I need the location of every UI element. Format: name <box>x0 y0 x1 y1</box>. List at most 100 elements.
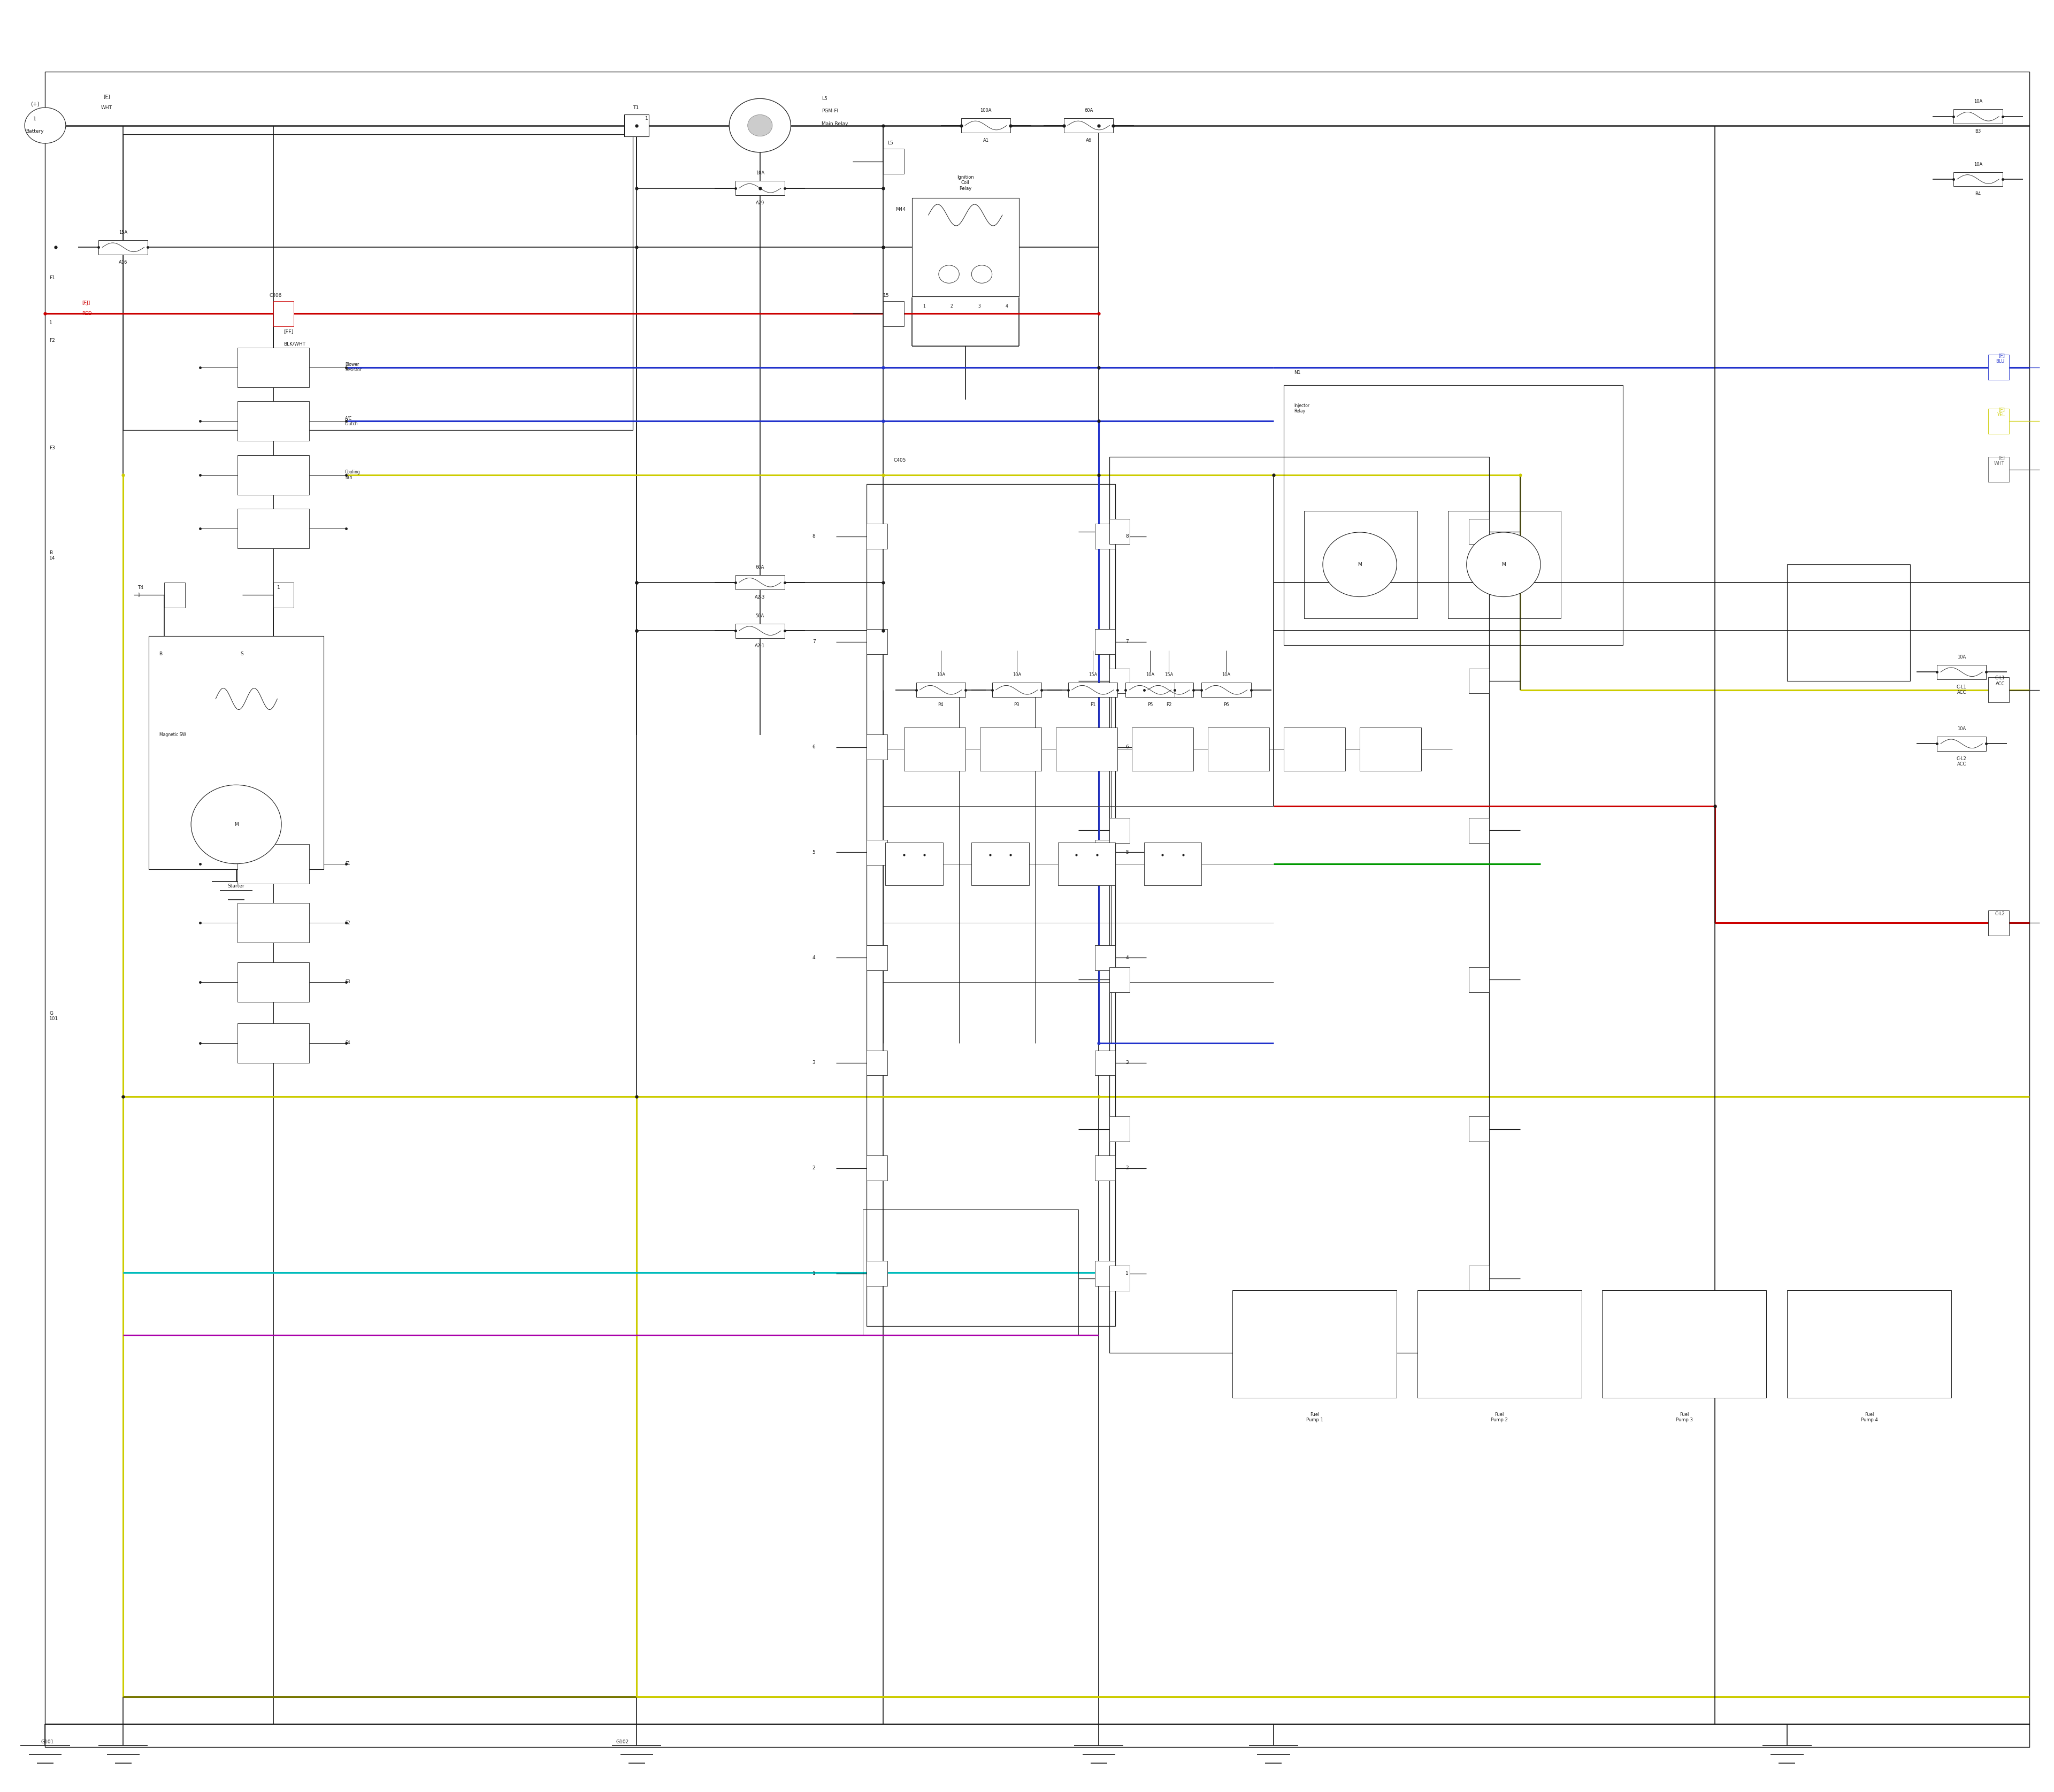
Bar <box>1095 1262 1115 1287</box>
Bar <box>624 115 649 136</box>
Bar <box>980 728 1041 771</box>
Text: 10A: 10A <box>1974 99 1982 104</box>
Text: 2: 2 <box>1126 1167 1128 1170</box>
Bar <box>1304 511 1417 618</box>
Bar <box>1988 677 2009 702</box>
Text: [E]: [E] <box>103 95 111 99</box>
Bar <box>1284 728 1345 771</box>
Bar <box>912 197 1019 296</box>
Text: B: B <box>160 652 162 656</box>
Bar <box>1988 355 2009 380</box>
Bar <box>1109 968 1130 993</box>
Text: S2: S2 <box>345 921 349 925</box>
Circle shape <box>729 99 791 152</box>
Text: 3: 3 <box>978 303 980 308</box>
Text: [E]
WHT: [E] WHT <box>1994 455 2005 466</box>
Bar <box>1095 944 1115 969</box>
Bar <box>735 181 785 195</box>
Text: 3: 3 <box>813 1061 815 1064</box>
Text: 1: 1 <box>277 586 279 590</box>
Text: B4: B4 <box>1976 192 1980 197</box>
Text: S3: S3 <box>345 980 351 984</box>
Text: 10A: 10A <box>1013 672 1021 677</box>
Text: P1: P1 <box>1091 702 1095 708</box>
Text: C405: C405 <box>893 459 906 462</box>
Bar <box>1144 683 1193 697</box>
Text: M: M <box>1501 563 1506 566</box>
Bar <box>238 1023 310 1063</box>
Bar <box>1144 842 1202 885</box>
Bar <box>735 575 785 590</box>
Bar <box>1056 728 1117 771</box>
Text: P4: P4 <box>939 702 943 708</box>
Bar <box>1360 728 1421 771</box>
Text: 8: 8 <box>1126 534 1128 539</box>
Bar <box>1095 1050 1115 1075</box>
Bar <box>1109 520 1130 545</box>
Text: C-L2
ACC: C-L2 ACC <box>1957 756 1966 767</box>
Text: S: S <box>240 652 242 656</box>
Bar <box>1109 457 1489 1353</box>
Bar <box>1068 683 1117 697</box>
Circle shape <box>972 265 992 283</box>
Text: M44: M44 <box>896 208 906 211</box>
Bar <box>867 523 887 548</box>
Text: BLK/WHT: BLK/WHT <box>283 342 306 346</box>
Bar <box>1937 665 1986 679</box>
Text: A6: A6 <box>1087 138 1091 143</box>
Bar <box>164 582 185 607</box>
Text: 10A: 10A <box>1957 654 1966 659</box>
Bar <box>1232 1290 1397 1398</box>
Bar <box>1284 385 1623 645</box>
Text: 1: 1 <box>49 321 51 324</box>
Text: C406: C406 <box>269 294 281 297</box>
Text: 1: 1 <box>813 1271 815 1276</box>
Text: 10A: 10A <box>1146 672 1154 677</box>
Bar <box>1787 564 1910 681</box>
Text: L5: L5 <box>822 97 828 100</box>
Text: C-L1
ACC: C-L1 ACC <box>1994 676 2005 686</box>
Bar <box>1208 728 1269 771</box>
Text: Ignition
Coil
Relay: Ignition Coil Relay <box>957 176 974 192</box>
Text: N1: N1 <box>1294 371 1300 375</box>
Text: P3: P3 <box>1015 702 1019 708</box>
Text: M: M <box>234 823 238 826</box>
Bar <box>1132 728 1193 771</box>
Bar <box>916 683 965 697</box>
Circle shape <box>25 108 66 143</box>
Bar <box>1109 668 1130 694</box>
Bar <box>1095 840 1115 866</box>
Text: 5: 5 <box>1126 849 1128 855</box>
Bar <box>1095 629 1115 654</box>
Bar <box>1095 523 1115 548</box>
Text: Blower
Resistor: Blower Resistor <box>345 362 362 373</box>
Text: A1: A1 <box>984 138 988 143</box>
Text: Fuel
Pump 2: Fuel Pump 2 <box>1491 1412 1508 1423</box>
Bar <box>238 509 310 548</box>
Bar <box>238 844 310 883</box>
Bar <box>1109 1116 1130 1142</box>
Bar <box>1417 1290 1582 1398</box>
Bar <box>1988 409 2009 434</box>
Circle shape <box>748 115 772 136</box>
Bar <box>735 624 785 638</box>
Bar <box>273 301 294 326</box>
Text: A/C
Clutch: A/C Clutch <box>345 416 357 426</box>
Text: 1: 1 <box>138 593 140 597</box>
Text: F2: F2 <box>49 339 55 342</box>
Text: 3: 3 <box>1126 1061 1128 1064</box>
Bar <box>867 1050 887 1075</box>
Text: 4: 4 <box>1004 303 1009 308</box>
Text: 50A: 50A <box>756 613 764 618</box>
Bar <box>1095 735 1115 760</box>
Bar <box>867 484 1115 1326</box>
Text: Injector
Relay: Injector Relay <box>1294 403 1310 414</box>
Text: B
14: B 14 <box>49 550 55 561</box>
Bar <box>1988 910 2009 935</box>
Text: 2: 2 <box>813 1167 815 1170</box>
Bar <box>1953 109 2003 124</box>
Text: P5: P5 <box>1148 702 1152 708</box>
Text: [EE]: [EE] <box>283 330 294 333</box>
Text: G
101: G 101 <box>49 1011 58 1021</box>
Bar <box>238 348 310 387</box>
